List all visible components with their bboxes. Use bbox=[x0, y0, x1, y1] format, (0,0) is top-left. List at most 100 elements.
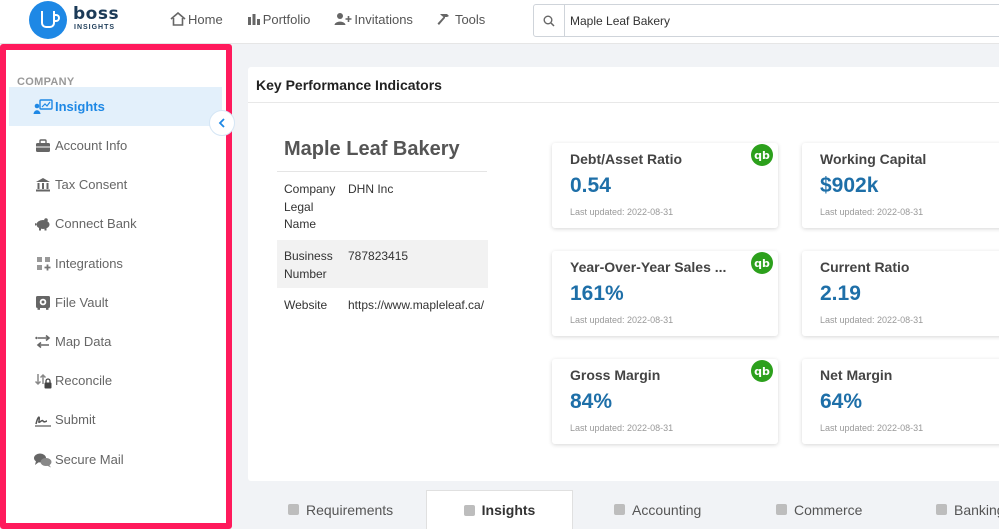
kpi-title: Gross Margin bbox=[570, 367, 661, 383]
sidebar-item-reconcile[interactable]: Reconcile bbox=[9, 361, 222, 400]
search-button[interactable] bbox=[534, 5, 565, 36]
sidebar-item-secure-mail[interactable]: Secure Mail bbox=[9, 440, 222, 479]
tab-requirements[interactable]: Requirements bbox=[288, 490, 393, 529]
search-icon bbox=[543, 15, 555, 27]
bar-chart-icon bbox=[247, 14, 260, 25]
kpi-title: Working Capital bbox=[820, 151, 927, 167]
info-value: DHN Inc bbox=[348, 182, 394, 196]
info-value: 787823415 bbox=[348, 249, 409, 263]
brand-name: boss bbox=[73, 4, 120, 24]
signature-icon bbox=[33, 411, 53, 429]
sidebar-item-label: Connect Bank bbox=[55, 216, 137, 231]
kpi-card-debt-asset[interactable]: Debt/Asset Ratio 0.54 Last updated: 2022… bbox=[552, 143, 778, 228]
sidebar-item-insights[interactable]: Insights bbox=[9, 87, 222, 126]
kpi-updated: Last updated: 2022-08-31 bbox=[820, 423, 924, 433]
sidebar-item-tax-consent[interactable]: Tax Consent bbox=[9, 165, 222, 204]
map-arrows-icon bbox=[33, 333, 53, 351]
quickbooks-icon: qb bbox=[751, 360, 773, 382]
business-number-row: Business Number 787823415 bbox=[277, 240, 488, 288]
kpi-value: 84% bbox=[570, 390, 613, 413]
kpi-card-working-capital[interactable]: Working Capital $902k Last updated: 2022… bbox=[802, 143, 999, 228]
kpi-card-yoy-sales[interactable]: Year-Over-Year Sales ... 161% Last updat… bbox=[552, 251, 778, 336]
sidebar-item-label: Reconcile bbox=[55, 373, 113, 388]
sidebar-item-connect-bank[interactable]: Connect Bank bbox=[9, 204, 222, 243]
website-row: Website https://www.mapleleaf.ca/ bbox=[277, 289, 488, 323]
sidebar-item-label: Submit bbox=[55, 412, 96, 427]
brand-logo[interactable]: boss INSIGHTS bbox=[28, 1, 120, 41]
sidebar-item-label: Insights bbox=[55, 99, 105, 114]
kpi-value: 2.19 bbox=[820, 282, 861, 305]
tab-insights[interactable]: Insights bbox=[426, 490, 573, 529]
kpi-value: 0.54 bbox=[570, 174, 611, 197]
brand-sub: INSIGHTS bbox=[74, 24, 116, 31]
kpi-title: Year-Over-Year Sales ... bbox=[570, 259, 727, 275]
sidebar-item-file-vault[interactable]: File Vault bbox=[9, 283, 222, 322]
sidebar-item-label: Tax Consent bbox=[55, 177, 128, 192]
website-link[interactable]: https://www.mapleleaf.ca/ bbox=[348, 298, 485, 312]
home-icon bbox=[170, 12, 186, 26]
logo-mark bbox=[29, 1, 67, 39]
user-plus-icon bbox=[334, 13, 352, 25]
nav-home-label: Home bbox=[188, 11, 223, 27]
piggy-bank-icon bbox=[33, 215, 53, 233]
sidebar-item-submit[interactable]: Submit bbox=[9, 400, 222, 439]
nav-home[interactable]: Home bbox=[170, 12, 223, 27]
sidebar-item-account-info[interactable]: Account Info bbox=[9, 126, 222, 165]
nav-tools[interactable]: Tools bbox=[437, 12, 485, 27]
kpi-value: 64% bbox=[820, 390, 863, 413]
sidebar-item-map-data[interactable]: Map Data bbox=[9, 322, 222, 361]
square-icon bbox=[936, 504, 947, 515]
tab-label: Requirements bbox=[306, 501, 394, 518]
kpi-updated: Last updated: 2022-08-31 bbox=[570, 315, 674, 325]
company-name: Maple Leaf Bakery bbox=[284, 138, 460, 160]
tab-banking[interactable]: Banking bbox=[936, 490, 999, 529]
nav-invitations-label: Invitations bbox=[354, 11, 413, 27]
square-icon bbox=[614, 504, 625, 515]
sidebar-item-label: Integrations bbox=[55, 256, 123, 271]
safe-icon bbox=[33, 294, 53, 312]
tab-accounting[interactable]: Accounting bbox=[614, 490, 701, 529]
company-search bbox=[533, 4, 999, 37]
kpi-title: Current Ratio bbox=[820, 259, 910, 275]
chevron-left-icon bbox=[218, 118, 225, 128]
kpi-card-net-margin[interactable]: Net Margin 64% Last updated: 2022-08-31 bbox=[802, 359, 999, 444]
divider bbox=[277, 171, 487, 172]
insights-icon bbox=[33, 98, 53, 116]
kpi-card-gross-margin[interactable]: Gross Margin 84% Last updated: 2022-08-3… bbox=[552, 359, 778, 444]
sidebar-item-label: Account Info bbox=[55, 138, 128, 153]
kpi-updated: Last updated: 2022-08-31 bbox=[820, 207, 924, 217]
sidebar-collapse-button[interactable] bbox=[209, 110, 235, 136]
top-bar: boss INSIGHTS Home Portfolio Invitations… bbox=[0, 0, 999, 44]
quickbooks-icon: qb bbox=[751, 144, 773, 166]
nav-tools-label: Tools bbox=[454, 11, 486, 27]
bank-icon bbox=[33, 176, 53, 194]
tab-label: Insights bbox=[481, 502, 536, 518]
kpi-card-current-ratio[interactable]: Current Ratio 2.19 Last updated: 2022-08… bbox=[802, 251, 999, 336]
nav-portfolio-label: Portfolio bbox=[262, 11, 311, 27]
sidebar-item-label: Map Data bbox=[55, 334, 112, 349]
tab-commerce[interactable]: Commerce bbox=[776, 490, 862, 529]
quickbooks-icon: qb bbox=[751, 252, 773, 274]
kpi-header: Key Performance Indicators bbox=[248, 67, 999, 103]
square-icon bbox=[463, 504, 475, 516]
chat-icon bbox=[33, 451, 53, 469]
nav-portfolio[interactable]: Portfolio bbox=[247, 11, 311, 27]
kpi-title: Debt/Asset Ratio bbox=[570, 151, 683, 167]
nav-invitations[interactable]: Invitations bbox=[334, 12, 413, 27]
kpi-updated: Last updated: 2022-08-31 bbox=[820, 315, 924, 325]
kpi-value: 161% bbox=[570, 282, 624, 305]
sidebar-item-integrations[interactable]: Integrations bbox=[9, 244, 222, 283]
company-legal-name-row: Company Legal Name DHN Inc bbox=[277, 173, 488, 239]
info-label: Company Legal Name bbox=[284, 182, 336, 231]
kpi-value: $902k bbox=[820, 174, 879, 197]
sidebar: COMPANY Insights Account Info Tax Consen… bbox=[0, 44, 232, 529]
hammer-icon bbox=[437, 14, 449, 25]
kpi-updated: Last updated: 2022-08-31 bbox=[570, 423, 674, 433]
kpi-title: Net Margin bbox=[820, 367, 893, 383]
sidebar-item-label: Secure Mail bbox=[55, 452, 124, 467]
sidebar-heading: COMPANY bbox=[17, 76, 75, 88]
briefcase-icon bbox=[33, 137, 53, 155]
square-icon bbox=[776, 504, 787, 515]
tab-label: Banking bbox=[954, 501, 999, 518]
search-input[interactable] bbox=[570, 5, 990, 36]
